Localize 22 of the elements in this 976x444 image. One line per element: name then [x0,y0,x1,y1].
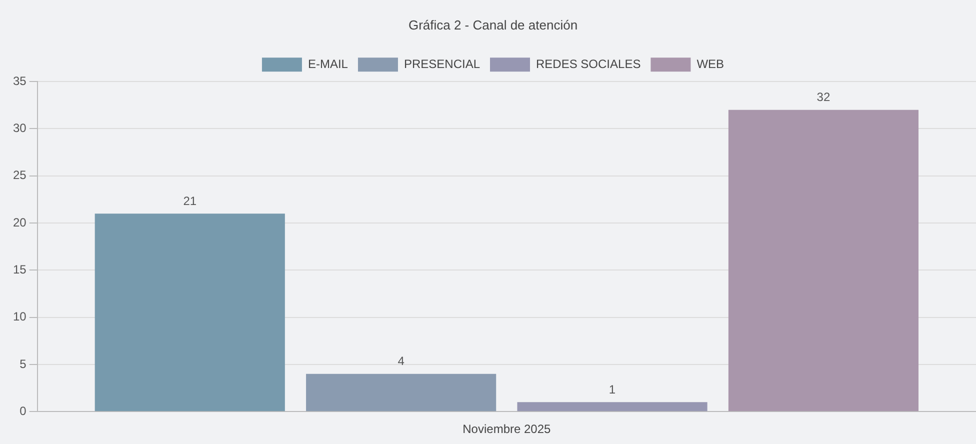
y-tick-label: 0 [20,404,27,418]
data-label: 1 [608,382,616,396]
bar [517,402,708,412]
data-label: 32 [816,90,830,104]
data-label: 21 [183,194,197,208]
chart-title: Gráfica 2 - Canal de atención [408,17,578,32]
y-tick-label: 10 [12,310,27,324]
y-tick-label: 25 [12,168,27,182]
data-label: 4 [398,354,405,368]
legend-label: E-MAIL [308,56,348,71]
y-tick-label: 35 [12,74,27,88]
y-tick-label: 15 [12,262,27,276]
y-tick-label: 5 [20,356,27,371]
legend-label: WEB [696,56,724,71]
y-tick-label: 20 [12,215,27,230]
bar [728,110,919,412]
bar [94,214,285,412]
y-tick-label: 30 [12,121,27,136]
bar [306,374,496,412]
x-tick-label: Noviembre 2025 [462,422,552,436]
legend-label: REDES SOCIALES [536,56,641,71]
legend-label: PRESENCIAL [404,56,480,71]
